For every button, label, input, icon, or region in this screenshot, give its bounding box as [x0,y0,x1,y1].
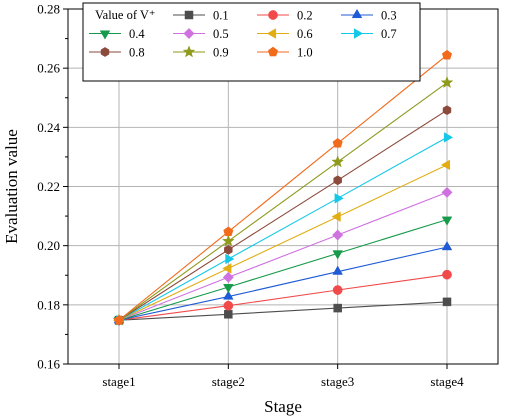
y-tick-label: 0.20 [37,238,60,253]
data-point [332,137,343,148]
legend: Value of V⁺ 0.1 0.2 0.3 0.4 0.5 0.6 0.7 0.8 0.9 1.… [82,2,421,82]
data-point [223,284,234,294]
series-0.2 [114,269,452,326]
data-point [222,271,234,283]
series-0.7 [115,132,454,326]
x-tick-label: stage2 [212,374,245,389]
data-point [441,241,453,251]
legend-item: 0.2 [257,9,313,23]
data-point [332,265,343,275]
data-point [441,49,453,60]
y-tick-label: 0.16 [37,357,60,372]
series-line [118,136,448,321]
legend-label: 0.5 [213,27,229,41]
y-tick-label: 0.26 [37,61,60,76]
data-point [224,310,233,319]
legend-marker [266,28,277,39]
data-point [223,300,234,311]
series-1.0 [113,49,453,325]
data-point [224,244,233,255]
legend-label: 0.1 [213,9,229,23]
series-0.9 [112,75,454,326]
y-tick-label: 0.24 [37,120,60,135]
legend-marker [268,10,278,20]
legend-marker [183,27,195,40]
legend-label: 0.3 [381,9,397,23]
data-point [334,193,344,204]
data-point [441,186,453,198]
legend-label: 0.8 [129,46,145,60]
series-line [118,274,448,321]
legend-label: 0.6 [297,27,313,41]
legend-marker [100,47,110,57]
series-line [118,54,448,321]
data-point [332,229,344,241]
legend-item: 0.6 [257,27,313,41]
legend-title: Value of V⁺ [95,8,156,22]
legend-item: 0.9 [173,45,229,60]
data-point [332,250,343,260]
legend-label: 0.7 [381,27,397,41]
legend-marker [267,46,279,57]
data-point [223,290,234,300]
legend-item: 0.4 [89,27,145,41]
legend-marker [182,45,196,58]
series-line [118,246,448,321]
legend-item: 0.1 [173,9,229,23]
y-tick-label: 0.18 [37,297,60,312]
data-point [225,253,235,265]
y-tick-label: 0.22 [37,179,60,194]
legend-label: 0.2 [297,9,313,23]
series-line [118,301,448,321]
data-point [331,211,341,222]
x-axis-label: Stage [264,397,302,416]
data-point [443,132,454,143]
series-line [118,109,448,321]
data-point [333,303,342,313]
data-point [222,263,232,274]
series-0.4 [113,216,453,327]
legend-item: 0.5 [173,27,229,41]
y-axis-label: Evaluation value [2,129,21,244]
data-point [442,297,452,307]
data-point [223,226,234,237]
data-point [442,269,452,280]
series-0.8 [114,105,452,326]
data-point [440,75,454,89]
data-point [332,285,343,295]
legend-marker [353,28,364,39]
data-point [440,159,451,171]
x-tick-label: stage4 [430,374,464,389]
legend-item: 0.3 [341,9,397,23]
data-point [331,155,345,168]
x-tick-label: stage3 [321,374,354,389]
axes-layer: 0.16 0.18 0.20 0.22 0.24 0.26 0.28 stage1 stage2… [37,2,464,390]
y-tick-label: 0.28 [37,2,60,17]
data-point [442,105,452,116]
legend-marker [351,8,363,19]
legend-item: 0.7 [341,27,397,41]
legend-label: 0.4 [129,27,145,41]
series-line [118,219,448,321]
data-point [441,216,453,226]
series-0.6 [112,159,451,326]
series-line [118,164,448,321]
legend-item: 0.8 [89,46,145,60]
x-tick-label: stage1 [102,374,135,389]
series-layer [112,49,454,327]
data-point [221,234,235,247]
legend-label: 0.9 [213,46,229,60]
legend-marker [99,30,111,40]
legend-item: 1.0 [257,46,313,60]
legend-box [82,2,421,82]
legend-label: 1.0 [297,46,313,60]
data-point [113,314,125,325]
data-point [333,175,342,186]
legend-marker [184,10,194,20]
series-line [118,191,448,321]
series-line [118,82,448,321]
